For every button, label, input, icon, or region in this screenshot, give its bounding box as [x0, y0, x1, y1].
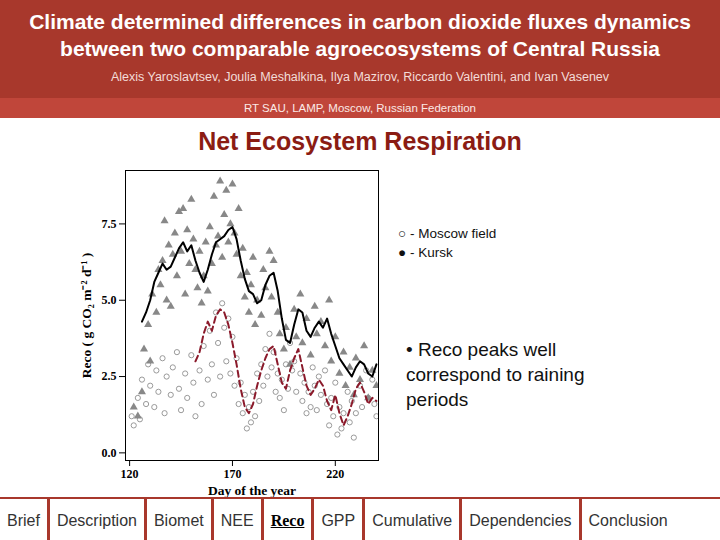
html-text:RT SAU, LAMP, Moscow, Russian: RT SAU, LAMP, Moscow, Russian Federation — [244, 102, 476, 114]
html-text:○ - Moscow field: ○ - Moscow field — [398, 226, 497, 241]
svg-text:0.0: 0.0 — [102, 446, 117, 460]
svg-text:7.5: 7.5 — [102, 217, 117, 231]
html-text:Net Ecosystem Respiration: Net Ecosystem Respiration — [198, 127, 522, 155]
html-text:Brief: Brief — [7, 512, 40, 529]
svg-text:Reco ( g CO₂ m⁻² d⁻¹ ): Reco ( g CO₂ m⁻² d⁻¹ ) — [79, 253, 94, 379]
html-text:Reco: Reco — [270, 512, 305, 529]
html-text:GPP: GPP — [321, 512, 356, 529]
html-text:Dependencies: Dependencies — [469, 512, 572, 529]
html-text:NEE: NEE — [220, 512, 254, 529]
svg-text:170: 170 — [223, 467, 241, 481]
html-text:Biomet: Biomet — [153, 512, 204, 529]
html-text:• Reco peaks well correspond t: • Reco peaks well correspond to raining … — [406, 339, 585, 410]
svg-text:2.5: 2.5 — [102, 369, 117, 383]
html-text:Conclusion: Conclusion — [588, 512, 668, 529]
html-text:Description: Description — [56, 512, 137, 529]
svg-text:220: 220 — [326, 467, 344, 481]
svg-text:Day of the year: Day of the year — [208, 483, 296, 498]
html-text:● - Kursk: ● - Kursk — [398, 245, 453, 260]
html-text:Cumulative: Cumulative — [372, 512, 453, 529]
html-text:Alexis Yaroslavtsev, Joulia Me: Alexis Yaroslavtsev, Joulia Meshalkina, … — [110, 70, 610, 84]
svg-text:5.0: 5.0 — [102, 293, 117, 307]
svg-text:120: 120 — [121, 467, 139, 481]
html-text:Climate determined differences: Climate determined differences in carbon… — [29, 10, 691, 60]
